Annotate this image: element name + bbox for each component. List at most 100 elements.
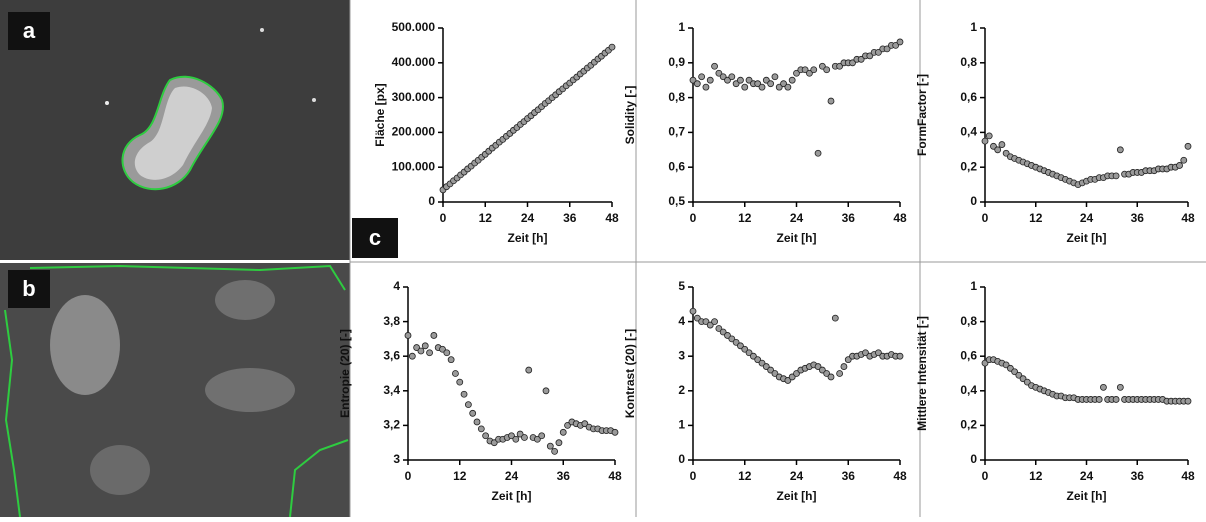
y-tick-label: 3,2 [383, 418, 400, 432]
y-tick-label: 0 [970, 194, 977, 208]
y-tick-label: 500.000 [392, 20, 436, 34]
data-point [404, 332, 412, 339]
y-axis-label: FormFactor [-] [915, 74, 929, 156]
data-point [693, 314, 701, 322]
data-point [896, 38, 904, 46]
data-point [533, 435, 541, 443]
data-point [702, 318, 710, 326]
data-point [823, 370, 831, 377]
x-axis-label: Zeit [h] [777, 489, 817, 503]
data-point [456, 378, 464, 386]
data-point [883, 45, 891, 53]
data-point [737, 342, 744, 350]
data-point [762, 76, 770, 84]
y-tick-label: 0,9 [668, 55, 685, 69]
data-point [981, 137, 989, 145]
data-point [784, 83, 792, 91]
data-point [611, 428, 619, 436]
y-tick-label: 0,2 [960, 418, 977, 432]
data-point [689, 76, 697, 84]
data-point [758, 359, 766, 367]
x-tick-label: 48 [605, 211, 619, 225]
x-tick-label: 24 [1080, 211, 1094, 225]
panel-label: b [22, 276, 35, 301]
data-point [538, 432, 546, 440]
label-box [8, 270, 50, 308]
data-point [836, 370, 844, 377]
data-point [749, 352, 757, 360]
x-tick-label: 0 [690, 469, 697, 483]
y-tick-label: 2 [678, 383, 685, 397]
x-tick-label: 12 [1029, 469, 1043, 483]
y-tick-label: 100.000 [392, 159, 436, 173]
x-axis-label: Zeit [h] [492, 489, 532, 503]
y-axis-label: Solidity [-] [623, 86, 637, 145]
x-tick-label: 0 [440, 211, 447, 225]
x-tick-label: 36 [842, 469, 856, 483]
x-tick-label: 12 [479, 211, 493, 225]
x-tick-label: 36 [563, 211, 577, 225]
data-point [741, 83, 749, 91]
data-point [775, 83, 783, 91]
y-tick-label: 0,6 [668, 159, 685, 173]
y-axis-label: Mittlere Intensität [-] [915, 316, 929, 431]
y-tick-label: 3,8 [383, 314, 400, 328]
data-point [525, 366, 533, 374]
data-point [413, 344, 421, 351]
data-point [1116, 146, 1124, 154]
data-point [1176, 162, 1183, 169]
data-point [724, 76, 731, 84]
data-point [758, 83, 766, 91]
data-point [581, 420, 589, 428]
data-point [771, 370, 779, 377]
data-point [745, 349, 753, 357]
data-point [447, 356, 455, 364]
data-point [741, 345, 749, 353]
y-tick-label: 0,4 [960, 125, 977, 139]
data-point [767, 366, 775, 374]
data-point [732, 338, 740, 346]
y-tick-label: 1 [970, 279, 977, 293]
cell-cluster [90, 445, 150, 495]
data-point [840, 363, 848, 370]
data-point [482, 432, 490, 440]
data-point [788, 76, 796, 84]
label-box [352, 218, 398, 258]
data-point [706, 321, 714, 329]
data-point [1112, 172, 1120, 180]
data-point [702, 83, 710, 91]
data-point [732, 80, 740, 88]
data-point [823, 66, 831, 74]
data-point [728, 73, 736, 81]
data-point [844, 356, 852, 364]
panel-label: c [369, 225, 381, 250]
data-point [1184, 397, 1192, 405]
label-box [8, 12, 50, 50]
data-point [711, 318, 718, 326]
data-point [443, 349, 451, 357]
data-point [421, 342, 429, 350]
y-tick-label: 3,6 [383, 348, 400, 362]
data-point [711, 62, 718, 70]
y-tick-label: 0,5 [668, 194, 685, 208]
data-point [460, 390, 468, 398]
data-point [430, 332, 438, 339]
x-tick-label: 48 [893, 469, 907, 483]
data-point [439, 345, 446, 353]
image-b [0, 263, 350, 517]
data-point [827, 97, 835, 105]
data-point [810, 66, 818, 74]
x-tick-label: 12 [453, 469, 467, 483]
cell-cluster [205, 368, 295, 412]
data-point [762, 363, 770, 370]
y-axis-label: Fläche [px] [373, 83, 387, 146]
x-tick-label: 48 [1181, 469, 1195, 483]
y-tick-label: 400.000 [392, 55, 436, 69]
y-tick-label: 0 [428, 194, 435, 208]
data-point [555, 439, 563, 447]
y-tick-label: 1 [678, 20, 685, 34]
data-point [780, 80, 787, 88]
data-point [689, 307, 697, 315]
y-tick-label: 0,2 [960, 159, 977, 173]
data-point [508, 432, 515, 440]
